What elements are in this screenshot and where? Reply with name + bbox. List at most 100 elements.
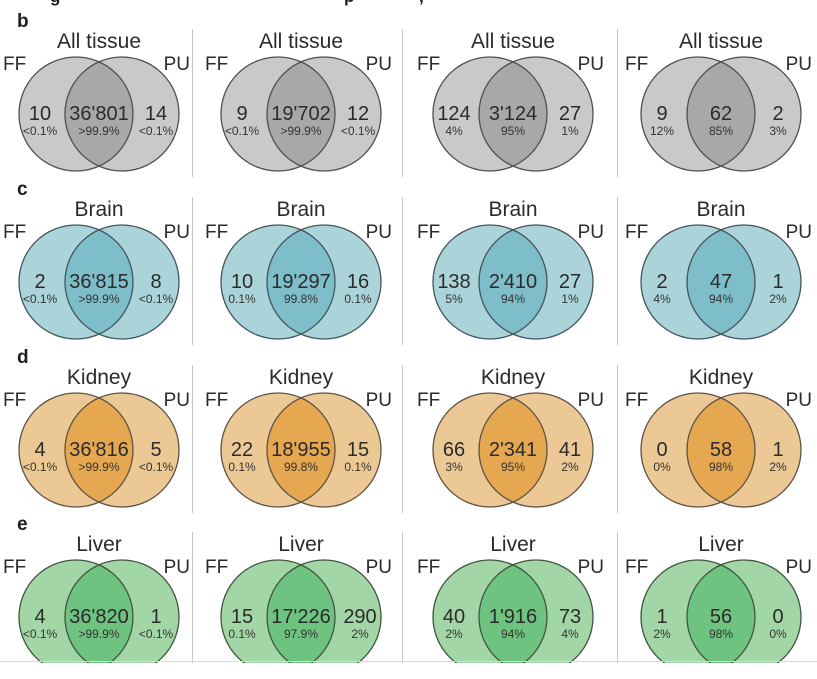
set-label-ff: FF [417, 54, 440, 75]
row-liver: e Liver FF PU 4 36'820 [0, 513, 817, 679]
pu-circle-outline [478, 559, 594, 663]
venn-diagram: Liver FF PU 1 56 0 2% 98% 0% [625, 533, 812, 663]
set-label-pu: PU [578, 557, 604, 578]
venn-diagram: Kidney FF PU 0 58 1 0% 98% 2% [625, 366, 812, 508]
left-only-count: 22 [230, 439, 252, 461]
set-label-ff: FF [625, 390, 648, 411]
intersection-pct: 97.9% [283, 627, 317, 641]
intersection-region [266, 225, 335, 339]
venn-panel: Liver FF PU 4 36'820 1 <0.1% >99.9% <0.1… [0, 532, 193, 663]
ff-circle-outline [219, 392, 336, 508]
panel-title: All tissue [258, 30, 342, 53]
intersection-count: 19'297 [271, 271, 330, 293]
set-label-pu: PU [365, 54, 391, 75]
ff-circle-outline [18, 392, 134, 508]
intersection-region [65, 560, 133, 663]
venn-panel: Brain FF PU 138 2'410 27 5% 94% 1% [403, 197, 618, 345]
set-label-ff: FF [3, 54, 26, 75]
row-kidney: d Kidney FF PU 4 36'816 [0, 346, 817, 513]
right-only-count: 5 [150, 439, 161, 461]
set-label-pu: PU [578, 390, 604, 411]
left-only-pct: 4% [653, 292, 671, 306]
ff-circle-outline [432, 559, 548, 663]
panel-title: Brain [696, 198, 745, 221]
panel-title: Kidney [688, 366, 753, 389]
figure-bottom-divider [0, 661, 817, 662]
right-only-pct: 0% [769, 627, 787, 641]
intersection-pct: 95% [501, 124, 525, 138]
set-label-ff: FF [3, 222, 26, 243]
pu-circle-outline [685, 224, 802, 340]
right-only-count: 73 [559, 606, 581, 628]
intersection-pct: 85% [708, 124, 732, 138]
ff-circle-outline [18, 559, 134, 663]
venn-diagram: Kidney FF PU 66 2'341 41 3% 95% 2% [417, 366, 604, 508]
right-only-pct: 0.1% [344, 460, 372, 474]
panel-title: Brain [488, 198, 537, 221]
row-brain: c Brain FF PU 2 36'815 [0, 178, 817, 346]
intersection-pct: 95% [501, 460, 525, 474]
left-only-count: 15 [230, 606, 252, 628]
cropped-caption-remnant: g p , ' [0, 0, 817, 9]
left-only-count: 138 [437, 271, 470, 293]
venn-diagram: Brain FF PU 2 47 1 4% 94% 2% [625, 198, 812, 340]
set-label-ff: FF [205, 222, 228, 243]
panel-title: Liver [698, 533, 744, 556]
venn-panel: All tissue FF PU 9 19'702 12 <0.1% >99.9… [193, 29, 403, 177]
panel-title: Kidney [67, 366, 132, 389]
left-only-pct: <0.1% [23, 627, 58, 641]
right-only-pct: 2% [561, 460, 579, 474]
right-only-pct: <0.1% [340, 124, 375, 138]
venn-panel: Liver FF PU 40 1'916 73 2% 94% 4% [403, 532, 618, 663]
right-only-count: 16 [346, 271, 368, 293]
intersection-pct: 94% [708, 292, 732, 306]
pu-circle-outline [478, 56, 594, 172]
pu-circle-outline [685, 559, 802, 663]
venn-diagram: Liver FF PU 40 1'916 73 2% 94% 4% [417, 533, 604, 663]
left-only-count: 2 [34, 271, 45, 293]
intersection-region [266, 560, 335, 663]
right-only-pct: 2% [351, 627, 369, 641]
left-only-pct: <0.1% [23, 124, 58, 138]
panel-title: Liver [278, 533, 324, 556]
row-label: e [17, 514, 28, 535]
right-only-count: 1 [772, 439, 783, 461]
pu-circle-outline [64, 56, 180, 172]
set-label-pu: PU [164, 222, 190, 243]
text-fragment: , [419, 0, 424, 7]
set-label-ff: FF [205, 54, 228, 75]
left-only-pct: 0.1% [228, 627, 256, 641]
set-label-pu: PU [365, 557, 391, 578]
venn-panel: Brain FF PU 10 19'297 16 0.1% 99.8% 0.1% [193, 197, 403, 345]
right-only-pct: <0.1% [139, 292, 174, 306]
left-only-count: 4 [34, 439, 45, 461]
intersection-pct: 98% [708, 627, 732, 641]
intersection-pct: 99.8% [283, 460, 317, 474]
left-only-pct: 4% [445, 124, 463, 138]
right-only-pct: <0.1% [139, 460, 174, 474]
right-only-pct: 2% [769, 292, 787, 306]
right-only-pct: <0.1% [139, 124, 174, 138]
left-only-count: 9 [656, 103, 667, 125]
venn-panel: Kidney FF PU 0 58 1 0% 98% 2% [618, 365, 817, 513]
row-label: b [17, 11, 29, 32]
intersection-count: 36'815 [69, 271, 128, 293]
venn-diagram: All tissue FF PU 9 19'702 12 <0.1% >99.9… [205, 30, 392, 172]
pu-circle-outline [265, 559, 382, 663]
venn-panel: Kidney FF PU 66 2'341 41 3% 95% 2% [403, 365, 618, 513]
right-only-count: 8 [150, 271, 161, 293]
set-label-ff: FF [417, 390, 440, 411]
ff-circle-outline [18, 224, 134, 340]
pu-circle-outline [478, 392, 594, 508]
intersection-region [479, 57, 547, 171]
panel-title: Liver [76, 533, 122, 556]
right-only-count: 15 [346, 439, 368, 461]
venn-panel: Brain FF PU 2 36'815 8 <0.1% >99.9% <0.1… [0, 197, 193, 345]
right-only-pct: 2% [769, 460, 787, 474]
pu-circle-outline [265, 56, 382, 172]
intersection-count: 47 [709, 271, 731, 293]
ff-circle-outline [219, 56, 336, 172]
right-only-count: 2 [772, 103, 783, 125]
ff-circle-outline [432, 224, 548, 340]
venn-diagram: Liver FF PU 15 17'226 290 0.1% 97.9% 2% [205, 533, 392, 663]
